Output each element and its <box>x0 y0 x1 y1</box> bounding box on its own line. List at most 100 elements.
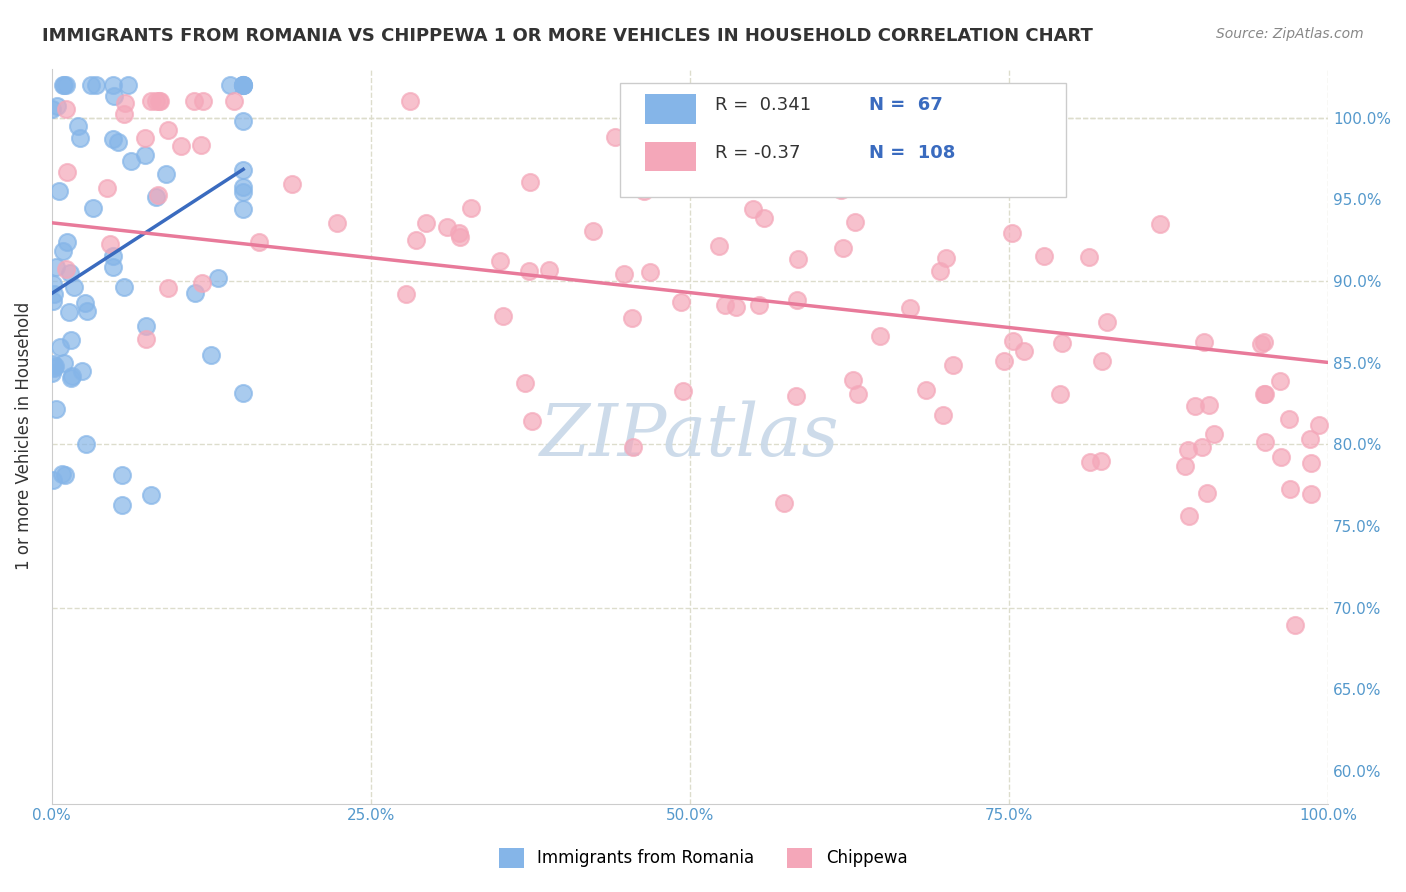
Point <box>1078 251 1101 265</box>
Point <box>786 293 808 307</box>
Point <box>914 383 936 397</box>
Point <box>1308 418 1330 433</box>
Point <box>200 348 222 362</box>
Point <box>82 201 104 215</box>
Point <box>155 167 177 181</box>
Point <box>56 165 79 179</box>
Point <box>537 263 560 277</box>
Point <box>247 235 270 249</box>
Point <box>148 94 170 108</box>
Point <box>141 488 163 502</box>
Point <box>449 230 471 244</box>
Point <box>842 373 865 387</box>
Point <box>190 138 212 153</box>
Point <box>620 310 643 325</box>
Point <box>281 178 304 192</box>
Point <box>103 88 125 103</box>
Point <box>56 235 79 250</box>
Point <box>520 414 543 428</box>
Point <box>112 279 135 293</box>
Point <box>62 280 84 294</box>
Point <box>52 78 75 92</box>
Legend: Immigrants from Romania, Chippewa: Immigrants from Romania, Chippewa <box>492 841 914 875</box>
Point <box>51 467 73 481</box>
Point <box>1198 398 1220 412</box>
Point <box>111 498 134 512</box>
Point <box>232 162 254 177</box>
Point <box>184 286 207 301</box>
Point <box>42 294 65 309</box>
Point <box>101 78 124 92</box>
Point <box>399 94 422 108</box>
Point <box>232 78 254 93</box>
Point <box>232 202 254 216</box>
Point <box>207 271 229 285</box>
Point <box>1080 455 1102 469</box>
Point <box>1204 426 1226 441</box>
Point <box>101 260 124 274</box>
Point <box>135 318 157 333</box>
Point <box>1254 387 1277 401</box>
Point <box>1254 435 1277 450</box>
Point <box>935 251 957 265</box>
Point <box>1253 335 1275 350</box>
Point <box>232 386 254 401</box>
Point <box>582 224 605 238</box>
Point <box>76 304 98 318</box>
Point <box>232 180 254 194</box>
Point <box>120 153 142 168</box>
Point <box>846 387 869 401</box>
Point <box>70 364 93 378</box>
Point <box>1299 487 1322 501</box>
Point <box>488 253 510 268</box>
Point <box>1032 249 1054 263</box>
Point <box>134 131 156 145</box>
Point <box>1284 618 1306 632</box>
Point <box>114 96 136 111</box>
Point <box>519 264 541 278</box>
Bar <box>645 142 696 171</box>
Point <box>772 496 794 510</box>
Point <box>42 286 65 301</box>
Point <box>1090 454 1112 468</box>
Point <box>898 301 921 316</box>
Point <box>84 78 107 92</box>
Point <box>157 122 180 136</box>
Point <box>942 358 965 372</box>
Point <box>96 181 118 195</box>
Point <box>1091 353 1114 368</box>
Point <box>80 78 103 92</box>
Point <box>67 119 90 133</box>
Point <box>45 260 67 274</box>
Text: ZIPatlas: ZIPatlas <box>540 401 839 471</box>
Text: N =  67: N = 67 <box>869 96 942 114</box>
Point <box>669 294 692 309</box>
Point <box>232 185 254 199</box>
Point <box>59 371 82 385</box>
Point <box>41 277 63 291</box>
Point <box>190 276 212 290</box>
Point <box>41 357 63 371</box>
Point <box>605 130 627 145</box>
Point <box>621 440 644 454</box>
Point <box>157 281 180 295</box>
Point <box>53 467 76 482</box>
Point <box>786 252 808 266</box>
Point <box>41 102 63 116</box>
Point <box>460 201 482 215</box>
Point <box>844 214 866 228</box>
Point <box>117 78 139 92</box>
Point <box>709 239 731 253</box>
Point <box>149 94 172 108</box>
Point <box>613 267 636 281</box>
Point <box>519 175 541 189</box>
Point <box>107 135 129 149</box>
Point <box>44 361 66 376</box>
Point <box>830 183 852 197</box>
Point <box>55 102 77 116</box>
Point <box>139 94 162 108</box>
Bar <box>645 95 696 124</box>
Point <box>101 249 124 263</box>
Point <box>1253 387 1275 401</box>
Point <box>785 389 807 403</box>
